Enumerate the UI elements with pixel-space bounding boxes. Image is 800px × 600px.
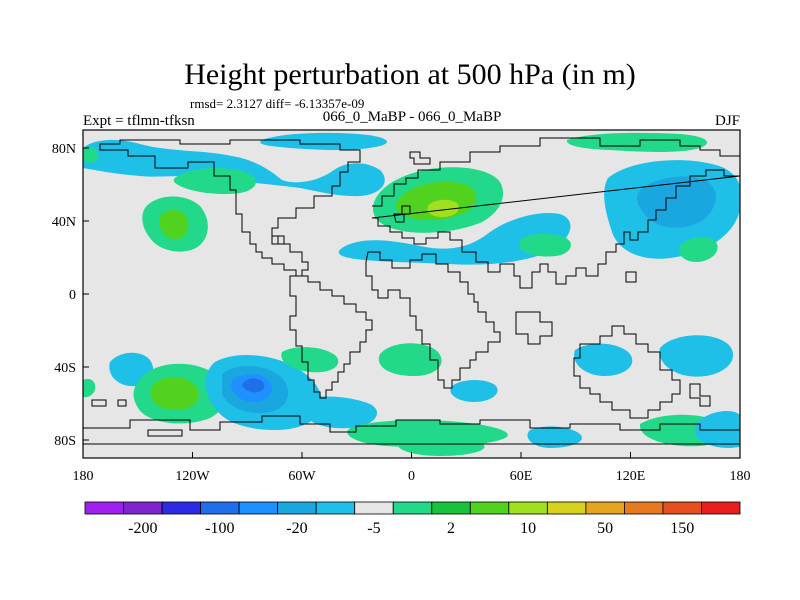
- anomaly-fill: [520, 233, 571, 257]
- coastline: [91, 399, 107, 407]
- coastline: [271, 235, 285, 245]
- anomaly-contours: [83, 132, 740, 456]
- x-tick-label: 180: [73, 469, 94, 484]
- colorbar-swatch: [662, 501, 702, 515]
- coastline: [625, 271, 637, 283]
- colorbar-swatch: [392, 501, 433, 515]
- x-tick-label: 0: [408, 469, 415, 484]
- y-axis-labels: 80N 40N 0 40S 80S: [52, 142, 76, 449]
- coastline: [365, 251, 501, 389]
- y-tick-label: 40N: [52, 215, 76, 230]
- coastline: [371, 137, 740, 289]
- colorbar-label: 150: [670, 520, 694, 537]
- colorbar: [84, 501, 741, 515]
- anomaly-fill: [678, 237, 718, 262]
- colorbar-swatch: [354, 501, 394, 515]
- anomaly-fill: [694, 411, 740, 448]
- colorbar-swatch: [84, 501, 124, 515]
- coastlines: [83, 137, 740, 445]
- anomaly-fill: [378, 343, 442, 376]
- anomaly-fill: [260, 132, 387, 150]
- colorbar-label: -100: [205, 520, 234, 537]
- coastline: [689, 383, 711, 407]
- colorbar-swatch: [469, 501, 510, 515]
- x-tick-label: 120W: [175, 469, 210, 484]
- colorbar-label: 10: [520, 520, 536, 537]
- anomaly-fill: [659, 335, 734, 377]
- anomaly-fill: [338, 212, 571, 265]
- colorbar-label: -200: [128, 520, 157, 537]
- anomaly-fill: [637, 176, 716, 228]
- anomaly-fill: [150, 377, 199, 410]
- anomaly-fill: [397, 434, 485, 456]
- anomaly-fill: [566, 132, 708, 152]
- x-axis-labels: 180 120W 60W 0 60E 120E 180: [73, 469, 751, 484]
- coastline: [83, 415, 740, 433]
- colorbar-swatch: [508, 501, 548, 515]
- colorbar-swatch: [585, 501, 625, 515]
- colorbar-label: -5: [367, 520, 380, 537]
- coastline: [393, 205, 411, 223]
- x-tick-label: 60W: [288, 469, 316, 484]
- x-tick-label: 120E: [616, 469, 646, 484]
- colorbar-label: 50: [597, 520, 613, 537]
- colorbar-swatch: [701, 501, 741, 515]
- anomaly-fill: [83, 146, 99, 163]
- anomaly-fill: [450, 380, 498, 402]
- experiment-label: Expt = tflmn-tfksn: [83, 113, 195, 129]
- coastline: [117, 399, 127, 407]
- coastline: [147, 429, 183, 437]
- y-tick-label: 0: [69, 288, 76, 303]
- x-tick-label: 60E: [510, 469, 533, 484]
- coastline: [289, 275, 373, 399]
- colorbar-swatch: [431, 501, 471, 515]
- coastline: [409, 151, 431, 165]
- difference-label: 066_0_MaBP - 066_0_MaBP: [323, 109, 502, 125]
- colorbar-swatch: [624, 501, 664, 515]
- colorbar-label: 2: [447, 520, 455, 537]
- anomaly-fill: [83, 139, 385, 197]
- main-title: Height perturbation at 500 hPa (in m): [184, 58, 636, 91]
- colorbar-swatch: [238, 501, 279, 515]
- x-tick-label: 180: [730, 469, 751, 484]
- anomaly-fill: [159, 209, 189, 240]
- anomaly-fill: [574, 343, 633, 376]
- colorbar-swatch: [546, 501, 587, 515]
- axis-ticks: [82, 147, 741, 458]
- colorbar-swatch: [315, 501, 356, 515]
- coastline: [573, 325, 681, 419]
- y-tick-label: 80S: [54, 434, 76, 449]
- anomaly-fill: [299, 396, 378, 429]
- map-panel: 80N 40N 0 40S 80S 180 120W 60W 0 60E 120…: [52, 129, 751, 484]
- anomaly-fill: [242, 378, 265, 393]
- colorbar-label: -20: [286, 520, 307, 537]
- anomaly-fill: [83, 378, 96, 398]
- y-tick-label: 80N: [52, 142, 76, 157]
- anomaly-fill: [173, 167, 256, 195]
- colorbar-swatch: [200, 501, 240, 515]
- colorbar-swatch: [123, 501, 163, 515]
- season-label: DJF: [715, 113, 740, 129]
- anomaly-fill: [427, 199, 459, 218]
- y-tick-label: 40S: [54, 361, 76, 376]
- colorbar-labels: -200 -100 -20 -5 2 10 50 150: [128, 520, 694, 537]
- anomaly-fill: [527, 426, 582, 448]
- colorbar-swatch: [161, 501, 201, 515]
- stats-line: rmsd= 2.3127 diff= -6.13357e-09: [190, 96, 364, 111]
- coastline: [515, 311, 553, 345]
- anomaly-fill: [281, 347, 339, 373]
- colorbar-swatch: [277, 501, 317, 515]
- coastline: [99, 139, 361, 277]
